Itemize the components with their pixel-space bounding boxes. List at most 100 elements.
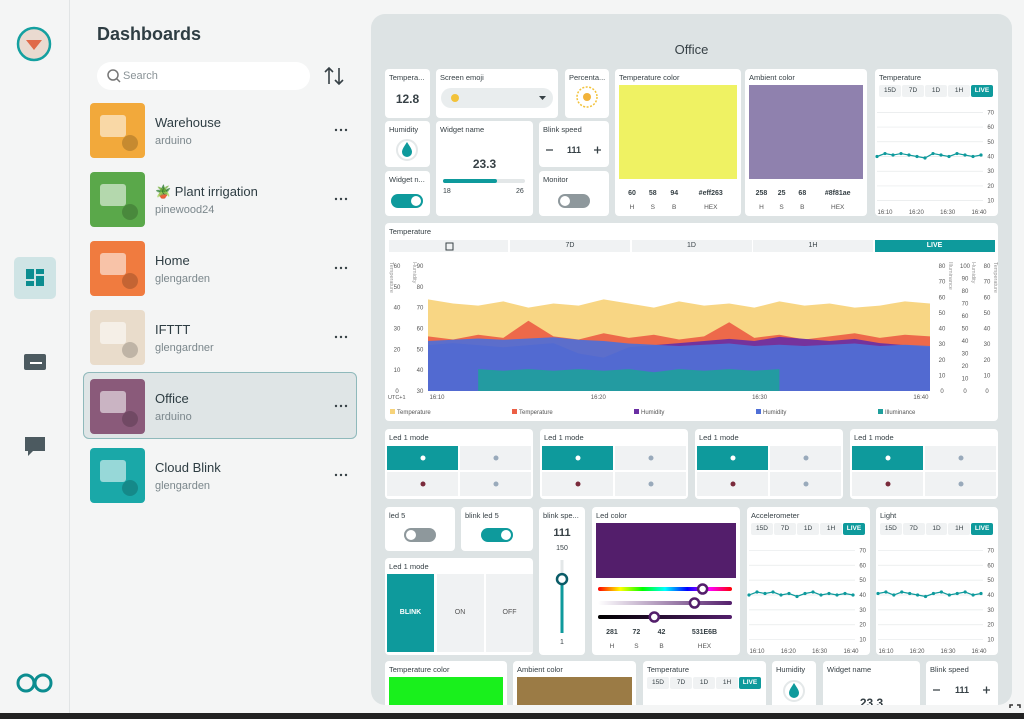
- chart-widget: Accelerometer15D7D1D1HLIVE10203040506070…: [747, 507, 870, 655]
- fullscreen-icon[interactable]: [1008, 703, 1022, 715]
- widget-label: Led 1 mode: [389, 433, 429, 442]
- x-tick-label: 16:40: [971, 210, 987, 216]
- axis-title: Temperature: [992, 262, 998, 293]
- mode-button[interactable]: ON: [437, 574, 484, 652]
- widget-label: Temperature color: [389, 665, 449, 674]
- hsb-track: [598, 587, 732, 591]
- toggle-switch[interactable]: [480, 526, 514, 544]
- hsb-value: #eff263: [691, 190, 731, 197]
- y-tick-label: 0: [985, 389, 989, 395]
- y-tick-label: 60: [987, 125, 994, 131]
- mode-icon: [802, 480, 810, 488]
- menu-dot: [335, 336, 337, 338]
- y-tick-label: 80: [962, 289, 969, 295]
- emoji-dropdown[interactable]: [441, 88, 553, 108]
- mode-button[interactable]: [615, 472, 686, 496]
- item-owner: glengarden: [155, 480, 210, 492]
- menu-dot: [345, 267, 347, 269]
- y-tick-label: 20: [984, 358, 991, 364]
- menu-dot: [335, 129, 337, 131]
- mode-button[interactable]: [460, 472, 531, 496]
- hsb-label: B: [654, 204, 694, 211]
- mode-button[interactable]: [770, 446, 841, 470]
- mode-icon: [574, 480, 582, 488]
- time-tab[interactable]: 15D: [647, 677, 669, 689]
- time-tab-label: 15D: [647, 677, 669, 689]
- menu-dot: [340, 267, 342, 269]
- y-tick-label: 10: [394, 368, 401, 374]
- y-tick-label: 60: [987, 563, 994, 569]
- y-tick-label: 60: [984, 295, 991, 301]
- line-point: [803, 592, 806, 595]
- mode-button[interactable]: [852, 446, 923, 470]
- mode-icon: [957, 454, 965, 462]
- mode-button[interactable]: BLINK: [387, 574, 434, 652]
- widget: Led 1 modeBLINKONOFF: [385, 558, 533, 655]
- sort-button[interactable]: [322, 64, 346, 88]
- line-point: [908, 592, 911, 595]
- nav-icons: [0, 0, 69, 719]
- item-menu[interactable]: [334, 196, 348, 202]
- toggle-knob: [560, 196, 570, 206]
- mode-button[interactable]: [542, 472, 613, 496]
- time-tab[interactable]: 1H: [716, 677, 738, 689]
- slider-fill: [443, 179, 497, 183]
- toggle-switch[interactable]: [403, 526, 437, 544]
- y-tick-label: 10: [859, 638, 866, 644]
- mode-button[interactable]: [697, 446, 768, 470]
- x-tick-label: 16:10: [749, 649, 765, 655]
- mode-button[interactable]: [925, 446, 996, 470]
- mode-button[interactable]: OFF: [486, 574, 533, 652]
- emoji: [451, 94, 459, 102]
- mode-button[interactable]: [387, 472, 458, 496]
- y-tick-label: 40: [987, 593, 994, 599]
- x-tick-label: 16:40: [843, 649, 859, 655]
- toggle-switch[interactable]: [557, 192, 591, 210]
- mode-button[interactable]: [852, 472, 923, 496]
- thumb-shape: [122, 273, 138, 289]
- time-tab-label: 1H: [716, 677, 738, 689]
- search-icon: [101, 62, 125, 90]
- menu-dot: [335, 267, 337, 269]
- mode-button[interactable]: [542, 446, 613, 470]
- line-point: [916, 593, 919, 596]
- search-box[interactable]: Search: [97, 62, 310, 90]
- mode-button[interactable]: [615, 446, 686, 470]
- line-point: [963, 153, 966, 156]
- mode-button[interactable]: [387, 446, 458, 470]
- y-tick-label: 10: [962, 377, 969, 383]
- x-tick-label: 16:30: [812, 649, 828, 655]
- line-point: [851, 593, 854, 596]
- menu-dot: [335, 474, 337, 476]
- widget: Screen emoji: [436, 69, 558, 118]
- item-owner: arduino: [155, 411, 192, 423]
- time-tab[interactable]: 7D: [670, 677, 692, 689]
- toggle-switch[interactable]: [390, 192, 424, 210]
- mode-button[interactable]: [925, 472, 996, 496]
- widget-label: Led 1 mode: [854, 433, 894, 442]
- color-swatch: [389, 677, 503, 705]
- item-menu[interactable]: [334, 265, 348, 271]
- mode-button[interactable]: [460, 446, 531, 470]
- line-point: [771, 590, 774, 593]
- line-point: [931, 152, 934, 155]
- item-menu[interactable]: [334, 127, 348, 133]
- time-tab[interactable]: LIVE: [739, 677, 761, 689]
- widget: Percenta...: [565, 69, 609, 118]
- item-menu[interactable]: [334, 472, 348, 478]
- mode-button[interactable]: [697, 472, 768, 496]
- widget-label: Humidity: [389, 125, 418, 134]
- time-tab[interactable]: 1D: [693, 677, 715, 689]
- color-widget: Ambient color: [513, 661, 636, 705]
- mode-button[interactable]: [770, 472, 841, 496]
- menu-dot: [345, 198, 347, 200]
- y-tick-label: 10: [987, 199, 994, 205]
- item-menu[interactable]: [334, 334, 348, 340]
- icon: [421, 456, 426, 461]
- menu-dot: [340, 405, 342, 407]
- item-menu[interactable]: [334, 403, 348, 409]
- item-thumbnail: [90, 172, 145, 227]
- widget-label: Humidity: [776, 665, 805, 674]
- axis-title: Humidity: [970, 262, 976, 284]
- hsb-sliders: [592, 507, 740, 655]
